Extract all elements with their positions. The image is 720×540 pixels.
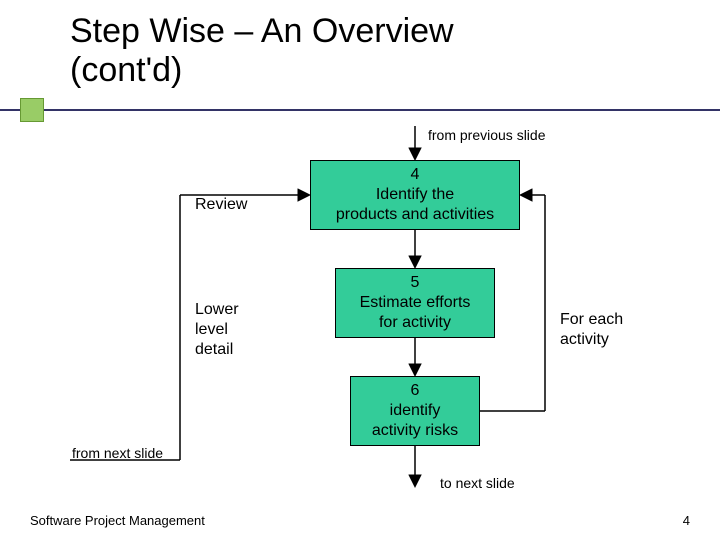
- node6-l2: activity risks: [372, 421, 458, 441]
- label-for-each-activity: For each activity: [560, 310, 623, 350]
- node-6-identify-risks: 6 identify activity risks: [350, 376, 480, 446]
- node5-l1: Estimate efforts: [360, 293, 471, 313]
- label-review: Review: [195, 195, 247, 215]
- title-accent-square: [20, 98, 44, 122]
- slide-title: Step Wise – An Overview (cont'd): [70, 12, 454, 90]
- label-lower-level-detail: Lower level detail: [195, 300, 239, 360]
- lld-l3: detail: [195, 340, 239, 360]
- title-line2: (cont'd): [70, 51, 454, 90]
- label-from-next: from next slide: [72, 445, 163, 461]
- node-5-estimate-efforts: 5 Estimate efforts for activity: [335, 268, 495, 338]
- node6-num: 6: [411, 381, 420, 401]
- node6-l1: identify: [390, 401, 441, 421]
- footer-left: Software Project Management: [30, 513, 205, 528]
- node4-l1: Identify the: [376, 185, 454, 205]
- lld-l1: Lower: [195, 300, 239, 320]
- node5-l2: for activity: [379, 313, 451, 333]
- title-underline: [0, 109, 720, 111]
- label-to-next: to next slide: [440, 475, 515, 491]
- lld-l2: level: [195, 320, 239, 340]
- node-4-identify-products: 4 Identify the products and activities: [310, 160, 520, 230]
- title-line1: Step Wise – An Overview: [70, 12, 454, 51]
- node5-num: 5: [411, 273, 420, 293]
- footer-page-number: 4: [683, 513, 690, 528]
- fea-l1: For each: [560, 310, 623, 330]
- label-from-previous: from previous slide: [428, 127, 546, 143]
- node4-num: 4: [411, 165, 420, 185]
- fea-l2: activity: [560, 330, 623, 350]
- node4-l2: products and activities: [336, 205, 494, 225]
